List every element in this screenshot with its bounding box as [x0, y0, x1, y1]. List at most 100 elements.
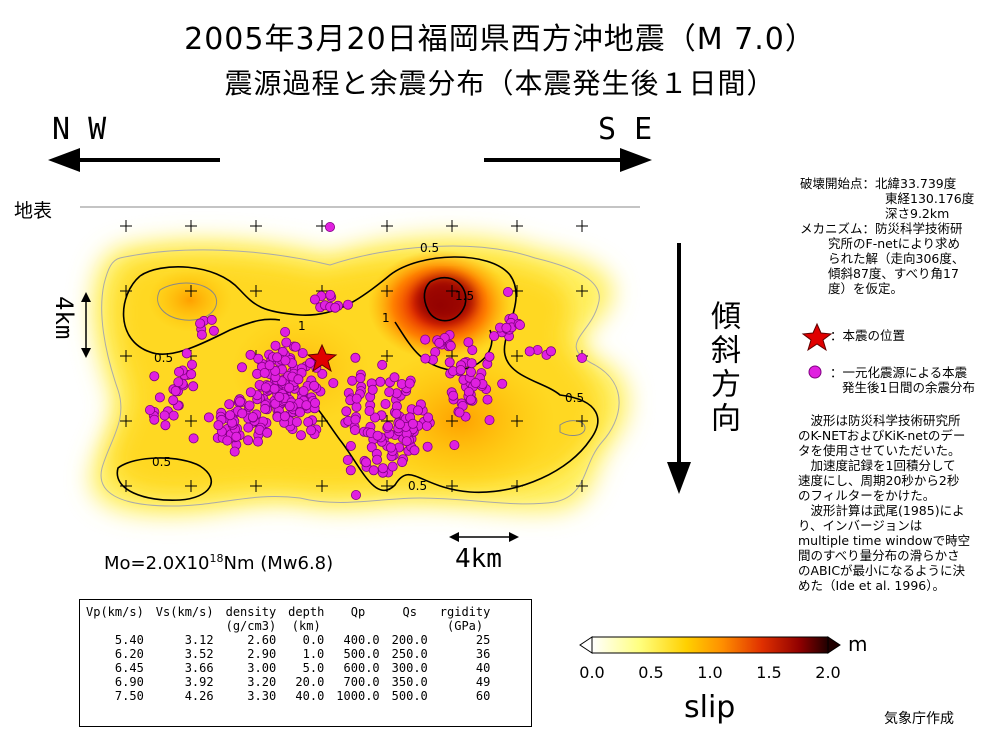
grid-plus	[446, 220, 458, 232]
aftershock-dot	[448, 390, 459, 401]
note-line: 波形は防災科学技術研究所	[798, 413, 961, 428]
aftershock-dot	[387, 461, 398, 472]
figure-title: 2005年3月20日福岡県西方沖地震（M 7.0）	[184, 22, 816, 57]
moment-prefix: Mo=2.0X10	[104, 553, 210, 574]
aftershock-dot	[384, 387, 395, 398]
legend-dot-icon	[808, 365, 822, 379]
colorbar-tick: 0.5	[638, 663, 664, 682]
aftershock-dot	[252, 436, 263, 447]
table-cell: 250.0	[391, 647, 428, 661]
aftershock-dot	[317, 368, 328, 379]
aftershock-dot	[195, 318, 206, 329]
table-cell: 3.30	[247, 689, 277, 703]
aftershock-dot	[422, 441, 433, 452]
legend-dot-line: ：一元化震源による本震	[830, 365, 968, 380]
table-cell: 200.0	[391, 633, 428, 647]
aftershock-dot	[284, 382, 295, 393]
aftershock-dot	[351, 393, 362, 404]
mainshock-star	[306, 343, 338, 373]
aftershock-dot	[502, 286, 513, 297]
contour-label: 1	[298, 319, 306, 333]
note-line: 速度にし、周期20秒から2秒	[798, 473, 960, 488]
horizontal-scale-label: 4km	[455, 544, 502, 574]
grid-plus	[250, 220, 262, 232]
aftershock-dot	[181, 348, 192, 359]
aftershock-dot	[375, 376, 386, 387]
aftershock-dot	[524, 346, 535, 357]
se-label: S E	[598, 112, 653, 147]
aftershock-dot	[328, 378, 339, 389]
note-line: のフィルターをかけた。	[798, 488, 936, 503]
table-cell: 600.0	[343, 661, 380, 675]
table-cell: 6.20	[114, 647, 144, 661]
table-header-cell: (g/cm3)	[225, 619, 277, 633]
aftershock-dot	[280, 326, 291, 337]
aftershock-dot	[301, 400, 312, 411]
table-cell: 6.45	[114, 661, 144, 675]
aftershock-dot	[361, 457, 372, 468]
aftershock-dot	[290, 341, 301, 352]
aftershock-dot	[484, 351, 495, 362]
aftershock-dot	[454, 407, 465, 418]
aftershock-dot	[206, 314, 217, 325]
mechanism-line: 究所のF-netにより求め	[828, 236, 960, 251]
aftershock-dot	[470, 377, 481, 388]
aftershock-dot	[154, 392, 165, 403]
table-cell: 40	[475, 661, 491, 675]
note-line: のK-NETおよびKiK-netのデー	[798, 428, 966, 443]
aftershock-dot	[234, 396, 245, 407]
aftershock-dot	[245, 387, 256, 398]
aftershock-dot	[515, 319, 526, 330]
table-cell: 2.90	[247, 647, 277, 661]
aftershock-dot	[224, 399, 235, 410]
aftershock-dot	[377, 359, 388, 370]
aftershock-dot	[291, 416, 302, 427]
aftershock-dot	[421, 420, 432, 431]
figure-subtitle: 震源過程と余震分布（本震発生後１日間）	[224, 67, 776, 100]
aftershock-dot	[213, 420, 224, 431]
table-header-cell	[386, 619, 434, 633]
aftershock-dot	[350, 414, 361, 425]
grid-plus	[576, 480, 588, 492]
aftershock-dot	[397, 457, 408, 468]
aftershock-dot	[295, 430, 306, 441]
aftershock-dots	[144, 221, 588, 500]
table-cell: 700.0	[343, 675, 380, 689]
contour-label: 1.5	[455, 289, 474, 303]
aftershock-dot	[243, 435, 254, 446]
table-cell: 7.50	[114, 689, 144, 703]
moment-exponent: 18	[209, 552, 224, 565]
aftershock-dot	[168, 410, 179, 421]
aftershock-dot	[465, 366, 476, 377]
aftershock-dot	[577, 352, 588, 363]
legend-star-label: ：本震の位置	[830, 328, 906, 343]
grid-plus	[185, 220, 197, 232]
table-header-cell	[80, 619, 150, 633]
table-cell: 3.66	[184, 661, 214, 675]
table-header-cell: Qp	[350, 605, 366, 619]
table-header-cell: Qs	[402, 605, 417, 619]
aftershock-dot	[385, 442, 396, 453]
vertical-scale	[81, 292, 91, 358]
aftershock-dot	[342, 299, 353, 310]
aftershock-dot	[369, 412, 380, 423]
aftershock-dot	[281, 337, 292, 348]
table-cell: 5.0	[302, 661, 325, 675]
aftershock-dot	[330, 302, 341, 313]
colorbar-unit: m	[848, 632, 868, 656]
credit: 気象庁作成	[884, 711, 954, 727]
aftershock-dot	[350, 352, 361, 363]
aftershock-dot	[445, 340, 456, 351]
table-cell: 4.26	[184, 689, 214, 703]
aftershock-dot	[482, 394, 493, 405]
aftershock-dot	[173, 377, 184, 388]
table-cell: 60	[475, 689, 491, 703]
note-line: タを使用させていただいた。	[798, 443, 961, 458]
aftershock-dot	[345, 440, 356, 451]
aftershock-dot	[170, 385, 181, 396]
table-cell: 3.92	[184, 675, 214, 689]
hypocenter-label: 破壊開始点：	[800, 176, 876, 191]
legend-dot-line: 発生後1日間の余震分布	[842, 380, 975, 395]
aftershock-dot	[298, 386, 309, 397]
